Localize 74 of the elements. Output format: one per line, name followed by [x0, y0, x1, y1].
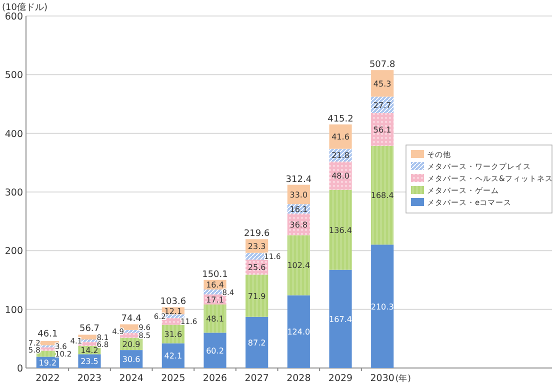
y-tick-label: 200 — [4, 246, 23, 258]
x-axis-title: (年) — [395, 373, 411, 384]
data-label: 14.2 — [80, 346, 98, 356]
y-tick-label: 400 — [4, 128, 23, 140]
data-label: 48.0 — [332, 172, 350, 181]
data-label: 25.6 — [248, 263, 266, 272]
data-label: 42.1 — [164, 352, 182, 361]
data-label: 87.2 — [248, 338, 266, 348]
total-label: 56.7 — [79, 324, 100, 334]
bar — [162, 343, 184, 368]
x-tick-label: 2030 — [370, 373, 394, 384]
data-label: 71.9 — [248, 292, 266, 301]
data-label: 124.0 — [287, 328, 310, 337]
data-label: 33.0 — [290, 190, 308, 200]
bar — [371, 146, 394, 245]
x-tick-label: 2026 — [202, 373, 228, 384]
bar — [329, 162, 352, 190]
data-label: 102.4 — [287, 261, 310, 270]
bar — [287, 295, 310, 368]
bar — [329, 124, 352, 149]
total-label: 46.1 — [38, 330, 58, 340]
bar — [371, 70, 394, 97]
data-label: 210.3 — [370, 302, 394, 312]
data-label: 30.6 — [122, 355, 140, 364]
data-label: 31.6 — [164, 330, 182, 340]
total-label: 415.2 — [328, 114, 354, 124]
data-label: 41.6 — [332, 132, 350, 142]
bar — [204, 332, 226, 368]
data-label: 19.2 — [38, 358, 57, 368]
x-tick-label: 2028 — [286, 373, 311, 384]
bar — [371, 244, 394, 368]
bar — [204, 304, 226, 333]
x-tick-label: 2023 — [77, 373, 102, 384]
x-tick-label: 2029 — [328, 373, 353, 384]
bar — [329, 190, 352, 270]
y-tick-label: 500 — [4, 70, 23, 82]
data-label: 23.5 — [80, 357, 98, 366]
total-label: 74.4 — [121, 314, 142, 324]
data-label: 27.7 — [373, 100, 392, 110]
data-label: 45.3 — [373, 79, 392, 88]
y-tick-label: 300 — [4, 188, 23, 198]
data-label: 12.1 — [164, 306, 182, 316]
data-label: 136.4 — [329, 226, 352, 235]
data-label: 36.8 — [290, 220, 308, 230]
total-label: 103.6 — [160, 297, 186, 308]
x-tick-label: 2022 — [36, 373, 60, 384]
data-label: 16.1 — [290, 204, 308, 214]
y-tick-label: 0 — [16, 364, 23, 374]
data-label: 21.8 — [332, 151, 350, 160]
bar — [371, 112, 394, 146]
bar — [371, 96, 394, 113]
y-axis-title: (10億ドル) — [2, 2, 48, 13]
bar — [329, 270, 352, 368]
x-tick-label: 2027 — [244, 373, 269, 384]
data-label: 48.1 — [206, 314, 224, 324]
total-label: 219.6 — [244, 229, 270, 240]
total-label: 312.4 — [286, 174, 312, 185]
data-label: 167.4 — [329, 314, 352, 324]
bar — [246, 274, 268, 317]
data-label: 23.3 — [248, 242, 266, 252]
total-label: 507.8 — [369, 60, 396, 70]
bar — [287, 235, 310, 296]
data-label: 168.4 — [370, 191, 394, 200]
y-tick-label: 600 — [4, 12, 23, 22]
data-label: 56.1 — [373, 125, 392, 134]
x-tick-label: 2025 — [161, 373, 186, 384]
y-tick-label: 100 — [4, 304, 23, 316]
data-label: 20.9 — [122, 340, 140, 349]
bar — [246, 316, 268, 368]
data-label: 60.2 — [206, 346, 224, 356]
data-label: 16.4 — [206, 280, 224, 290]
x-tick-label: 2024 — [119, 373, 144, 384]
total-label: 150.1 — [202, 270, 228, 280]
data-label: 17.1 — [206, 295, 224, 304]
